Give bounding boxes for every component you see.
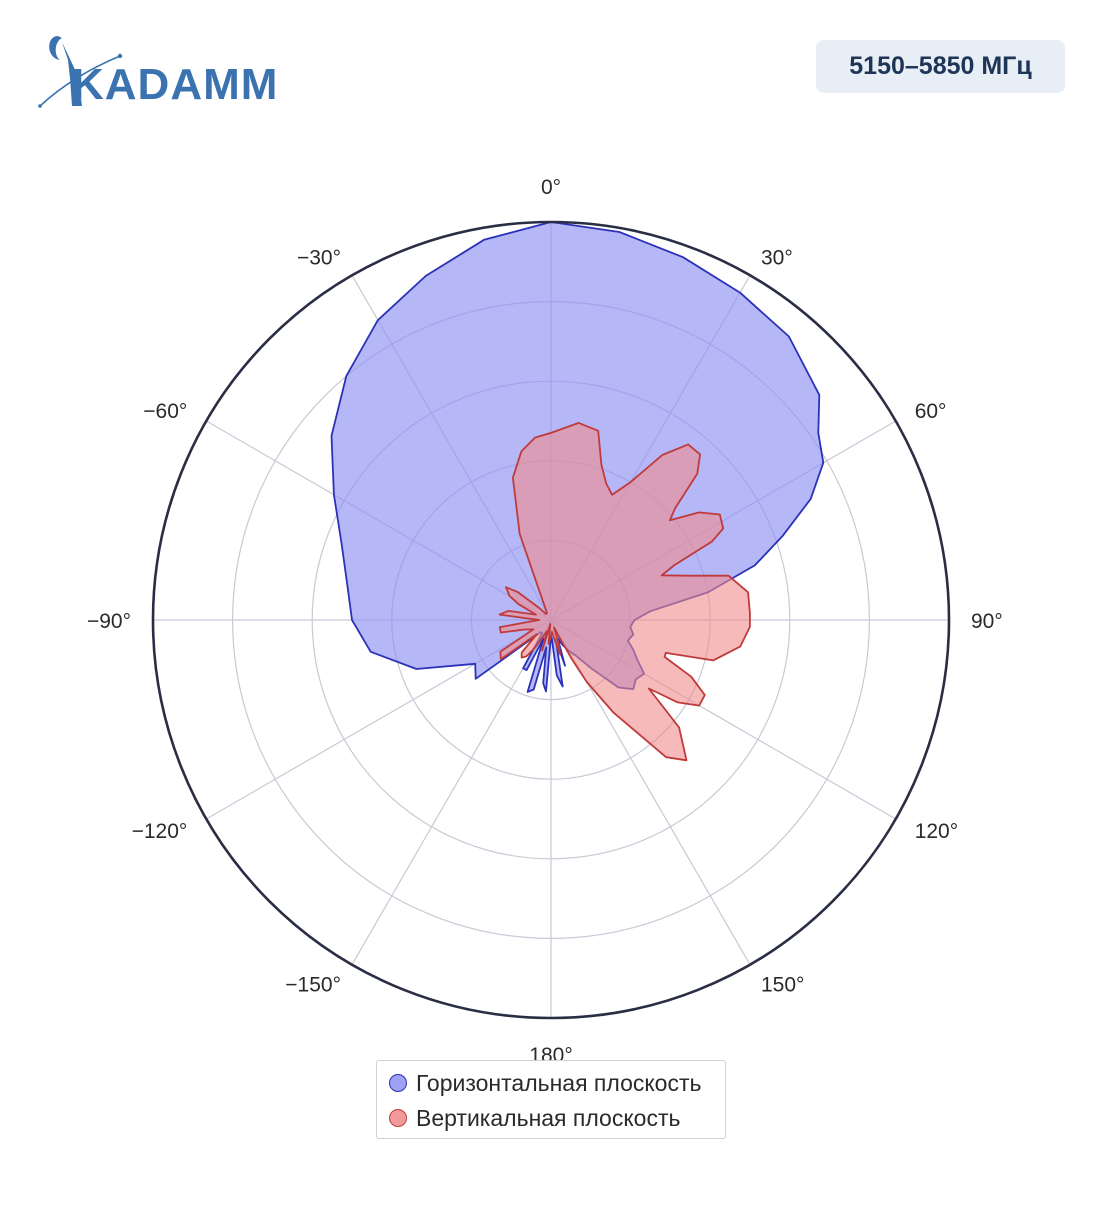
angular-tick-label: −30° (297, 246, 341, 269)
series-layer (330, 221, 825, 762)
outer-ring-circle (151, 220, 951, 1020)
kadamm-logo: KADAMM (36, 30, 296, 114)
series-vertical-area (498, 422, 751, 762)
angular-tick-label: 0° (541, 176, 561, 199)
angular-tick-label: −90° (87, 610, 131, 633)
angular-tick-label: 90° (971, 610, 1003, 633)
legend-item-vertical[interactable]: Вертикальная плоскость (389, 1103, 680, 1133)
chart-legend: Горизонтальная плоскость Вертикальная пл… (376, 1060, 726, 1139)
logo-mark-icon (38, 36, 123, 108)
legend-label-vertical: Вертикальная плоскость (416, 1104, 681, 1131)
logo-text: KADAMM (72, 60, 279, 109)
legend-item-horizontal[interactable]: Горизонтальная плоскость (389, 1068, 702, 1098)
angular-tick-label: 150° (761, 974, 804, 997)
angular-tick-label: 30° (761, 246, 793, 269)
angular-gridline (351, 619, 552, 965)
legend-swatch-horizontal (389, 1074, 407, 1092)
legend-label-horizontal: Горизонтальная плоскость (416, 1069, 702, 1096)
angular-tick-label: −150° (285, 974, 341, 997)
angular-tick-label: −60° (143, 400, 187, 423)
angular-tick-label: −120° (132, 820, 188, 843)
angular-tick-label: 120° (915, 820, 958, 843)
outer-ring (151, 220, 951, 1020)
angular-tick-label: 60° (915, 400, 947, 423)
frequency-badge: 5150–5850 МГц (816, 40, 1065, 93)
legend-swatch-vertical (389, 1109, 407, 1127)
